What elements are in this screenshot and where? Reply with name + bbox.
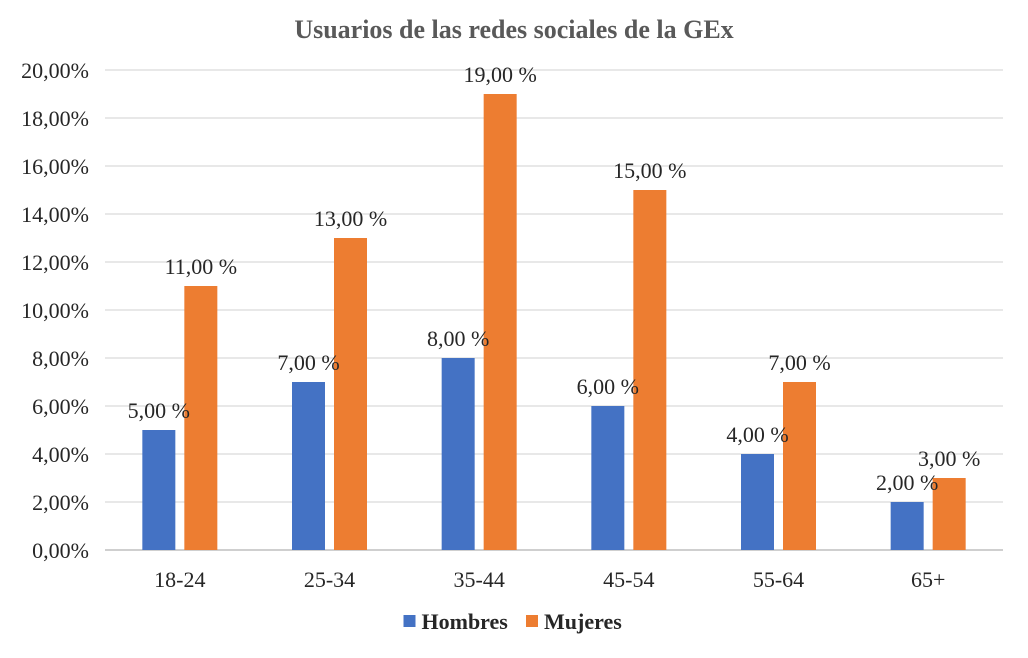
- y-tick-label: 0,00%: [32, 538, 89, 563]
- bar-hombres-35-44: [441, 358, 475, 550]
- x-tick-label: 18-24: [154, 567, 205, 592]
- bar-mujeres-55-64: [783, 382, 816, 550]
- legend: Hombres Mujeres: [403, 609, 622, 634]
- bar-hombres-25-34: [292, 382, 325, 550]
- x-tick-label: 65+: [911, 567, 945, 592]
- x-tick-label: 55-64: [753, 567, 804, 592]
- y-tick-label: 10,00%: [21, 298, 89, 323]
- data-label: 8,00 %: [427, 326, 489, 351]
- data-label: 3,00 %: [918, 446, 980, 471]
- y-tick-label: 20,00%: [21, 58, 89, 83]
- y-tick-label: 16,00%: [21, 154, 89, 179]
- bar-hombres-55-64: [741, 454, 774, 550]
- data-label: 15,00 %: [613, 158, 686, 183]
- gridlines: [105, 69, 1003, 551]
- data-label: 6,00 %: [577, 374, 639, 399]
- bar-mujeres-18-24: [184, 286, 218, 550]
- legend-label-hombres: Hombres: [422, 609, 509, 634]
- data-label: 5,00 %: [128, 398, 190, 423]
- data-label: 2,00 %: [876, 470, 938, 495]
- x-axis-ticks: 18-24 25-34 35-44 45-54 55-64 65+: [154, 567, 945, 592]
- legend-label-mujeres: Mujeres: [544, 609, 622, 634]
- legend-swatch-hombres: [403, 615, 416, 627]
- legend-swatch-mujeres: [526, 615, 538, 627]
- bars: [142, 94, 966, 550]
- y-tick-label: 14,00%: [21, 202, 89, 227]
- x-tick-label: 45-54: [603, 567, 654, 592]
- y-tick-label: 4,00%: [32, 442, 89, 467]
- data-labels: 5,00 % 11,00 % 7,00 % 13,00 % 8,00 % 19,00 % 6…: [128, 62, 981, 495]
- y-tick-label: 18,00%: [21, 106, 89, 131]
- data-label: 7,00 %: [768, 350, 830, 375]
- bar-mujeres-25-34: [334, 238, 367, 550]
- y-tick-label: 2,00%: [32, 490, 89, 515]
- data-label: 7,00 %: [277, 350, 339, 375]
- data-label: 11,00 %: [165, 254, 238, 279]
- data-label: 19,00 %: [464, 62, 537, 87]
- y-tick-label: 12,00%: [21, 250, 89, 275]
- x-tick-label: 35-44: [454, 567, 505, 592]
- y-tick-label: 6,00%: [32, 394, 89, 419]
- bar-hombres-65+: [890, 502, 924, 550]
- chart-title: Usuarios de las redes sociales de la GEx: [294, 15, 733, 44]
- bar-mujeres-65+: [932, 478, 966, 550]
- y-tick-label: 8,00%: [32, 346, 89, 371]
- x-tick-label: 25-34: [304, 567, 355, 592]
- bar-hombres-18-24: [142, 430, 176, 550]
- data-label: 4,00 %: [726, 422, 788, 447]
- bar-hombres-45-54: [591, 406, 625, 550]
- bar-mujeres-35-44: [483, 94, 517, 550]
- y-axis-ticks: 0,00% 2,00% 4,00% 6,00% 8,00% 10,00% 12,00% 14,…: [21, 58, 89, 563]
- data-label: 13,00 %: [314, 206, 387, 231]
- bar-mujeres-45-54: [633, 190, 667, 550]
